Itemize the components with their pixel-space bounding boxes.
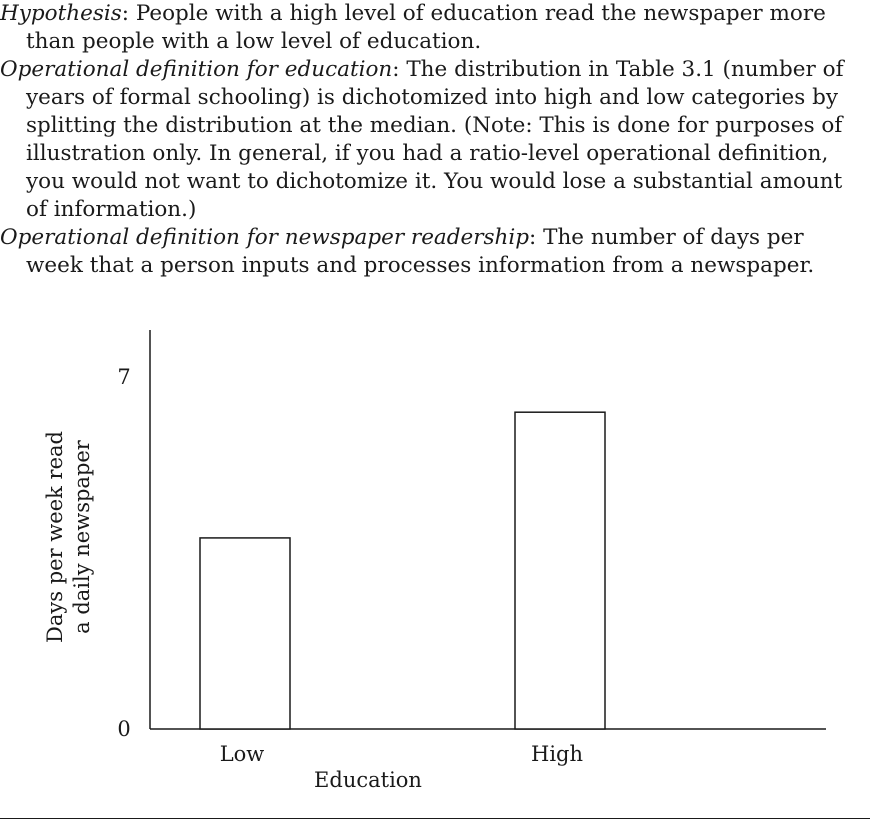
education-definition-text: : The distribution in Table 3.1 (number … [26,57,844,222]
bar-chart: 0 7 Low High Education Days per week read a da… [43,330,826,792]
y-tick-label: 0 [117,717,130,741]
education-definition-paragraph: Operational definition for education: Th… [0,56,866,224]
readership-definition-paragraph: Operational definition for newspaper rea… [0,224,866,280]
readership-definition-text: : The number of days per week that a per… [26,225,815,278]
y-tick-label: 7 [117,365,130,389]
hypothesis-text: : People with a high level of education … [26,1,826,54]
bar-low [199,537,291,730]
x-axis-label: Education [314,768,422,792]
y-axis-label-line: a daily newspaper [70,439,94,634]
readership-definition-term: Operational definition for newspaper rea… [0,225,530,250]
hypothesis-term: Hypothesis [0,1,122,26]
y-axis-label: Days per week read a daily newspaper [43,431,94,643]
definitions-text: Hypothesis: People with a high level of … [0,0,866,280]
hypothesis-paragraph: Hypothesis: People with a high level of … [0,0,866,56]
bar-high [514,411,606,730]
x-tick-label: Low [220,742,265,766]
x-tick-label: High [531,742,583,766]
education-definition-term: Operational definition for education [0,57,393,82]
y-axis-label-line: Days per week read [43,431,67,643]
